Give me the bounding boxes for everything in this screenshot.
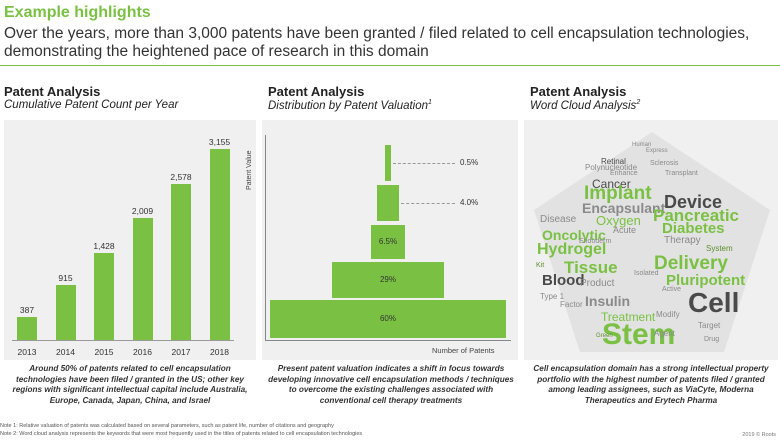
- word-cloud-word: Stem: [602, 318, 676, 351]
- tier-value-label: 6.5%: [378, 237, 398, 246]
- copyright: 2019 © Roots: [742, 432, 776, 438]
- valuation-x-axis: [265, 340, 511, 341]
- tier-side-label: 4.0%: [460, 198, 479, 207]
- word-cloud-word: Cancer: [592, 177, 631, 191]
- word-cloud-word: Human: [632, 142, 652, 148]
- tier-value-label: 60%: [379, 314, 396, 323]
- bar-category-label: 2015: [94, 347, 114, 357]
- bar-value-label: 387: [19, 304, 35, 315]
- panel-1-subtitle: Cumulative Patent Count per Year: [4, 99, 179, 111]
- tier-leader-line: [401, 203, 455, 204]
- bar-category-label: 2013: [17, 347, 37, 357]
- valuation-y-axis: [265, 135, 266, 340]
- word-cloud-word: System: [706, 244, 733, 253]
- word-cloud-word: Treatment: [601, 310, 656, 324]
- word-cloud-word: Insulin: [585, 293, 631, 309]
- word-cloud-word: Therapy: [664, 235, 701, 246]
- tier-value-label: 29%: [379, 275, 396, 284]
- tier-0: [385, 145, 391, 181]
- word-cloud-word: Delivery: [654, 253, 728, 274]
- tier-side-label: 0.5%: [460, 158, 479, 167]
- word-cloud-word: Product: [580, 278, 615, 289]
- word-cloud-word: Disease: [540, 214, 577, 225]
- bar-2017: [171, 183, 191, 340]
- bar-2013: [17, 316, 37, 340]
- bar-category-label: 2018: [210, 347, 229, 357]
- word-cloud-word: Retinal: [601, 157, 626, 166]
- bar-value-label: 2,578: [170, 171, 192, 182]
- panel-2-title: Patent Analysis: [268, 84, 365, 99]
- word-cloud-word: Oncolytic: [542, 227, 606, 243]
- footnote-1: Note 1: Relative valuation of patents wa…: [0, 423, 334, 429]
- word-cloud-word: Blood: [542, 272, 585, 289]
- word-cloud-word: Oxygen: [596, 213, 641, 228]
- bar-category-label: 2016: [133, 347, 152, 357]
- word-cloud-word: Target: [698, 321, 721, 330]
- panel-1-caption: Around 50% of patents related to cell en…: [12, 364, 248, 405]
- word-cloud-word: Express: [646, 148, 668, 154]
- word-cloud-word: Type 1: [540, 292, 565, 301]
- word-cloud-word: Endoderm: [579, 238, 612, 245]
- panel-2-subtitle: Distribution by Patent Valuation1: [268, 99, 432, 112]
- bar-2018: [209, 148, 230, 340]
- word-cloud-word: Active: [662, 286, 682, 293]
- word-cloud-word: Green: [596, 333, 613, 339]
- word-cloud-word: Enhance: [610, 170, 638, 177]
- word-cloud-word: Drug: [704, 336, 720, 343]
- word-cloud-word: Factor: [560, 300, 583, 309]
- word-cloud-word: Agent: [654, 329, 675, 338]
- valuation-y-label: Patent Value: [246, 150, 253, 190]
- bar-chart-baseline: [12, 340, 234, 341]
- word-cloud-word: Implant: [584, 183, 652, 204]
- bar-value-label: 1,428: [93, 241, 115, 252]
- word-cloud-word: Hydrogel: [537, 241, 607, 258]
- word-cloud-word: Diabetes: [662, 220, 725, 237]
- panel-1-title: Patent Analysis: [4, 84, 101, 99]
- word-cloud-word: Pluripotent: [666, 272, 746, 289]
- panel-3-title: Patent Analysis: [530, 84, 627, 99]
- valuation-x-label: Number of Patents: [432, 346, 495, 355]
- tier-2: [371, 225, 405, 259]
- footnote-2: Note 2: Word cloud analysis represents t…: [0, 431, 363, 437]
- word-cloud-word: Isolated: [634, 270, 659, 277]
- word-cloud-word: Sclerosis: [650, 160, 679, 167]
- word-cloud-word: Transplant: [665, 170, 698, 177]
- word-cloud-word: Cell: [688, 287, 740, 318]
- bar-category-label: 2017: [171, 347, 191, 357]
- tier-leader-line: [393, 163, 455, 164]
- panel-3-subtitle: Word Cloud Analysis2: [530, 99, 641, 112]
- word-cloud-word: Encapsulant: [582, 200, 666, 216]
- bar-2014: [55, 284, 76, 340]
- word-cloud-word: Modify: [656, 310, 680, 319]
- panel-3-caption: Cell encapsulation domain has a strong i…: [533, 364, 769, 405]
- word-cloud-pentagon: [534, 132, 770, 352]
- header-divider: [0, 65, 780, 66]
- bar-2016: [132, 218, 153, 340]
- tier-4: [270, 300, 506, 338]
- page-subtitle: Over the years, more than 3,000 patents …: [4, 25, 750, 60]
- word-cloud-word: Tissue: [564, 258, 618, 277]
- bar-2015: [94, 253, 114, 340]
- bar-value-label: 2,009: [131, 206, 154, 217]
- bar-value-label: 3,155: [208, 136, 231, 147]
- word-cloud-word: Device: [664, 192, 723, 212]
- pentagon-shape: [534, 132, 770, 352]
- word-cloud-word: Kit: [536, 262, 545, 269]
- word-cloud-word: Acute: [613, 225, 637, 235]
- tier-1: [377, 185, 399, 221]
- tier-3: [332, 262, 444, 298]
- panel-2-caption: Present patent valuation indicates a shi…: [268, 364, 514, 405]
- word-cloud-word: Polynucleotide: [585, 163, 638, 172]
- word-cloud-word: Pancreatic: [653, 206, 739, 225]
- page-title: Example highlights: [4, 4, 151, 21]
- bar-value-label: 915: [58, 272, 73, 283]
- bar-category-label: 2014: [56, 347, 75, 357]
